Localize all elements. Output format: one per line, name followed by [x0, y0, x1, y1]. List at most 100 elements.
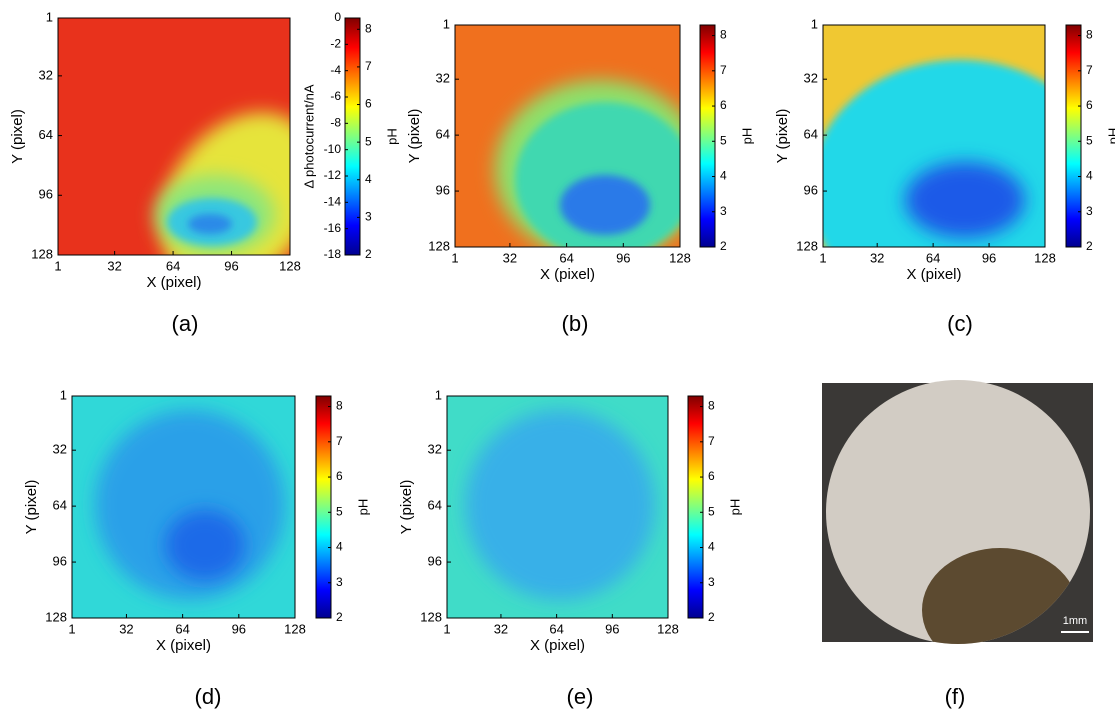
colorbar-tick-label: 6 [336, 469, 343, 483]
colorbar-label: pH [1105, 128, 1115, 145]
x-tick-label: 1 [54, 258, 61, 273]
x-tick-label: 128 [279, 258, 301, 273]
y-tick-label: 128 [420, 609, 442, 624]
x-tick-label: 1 [68, 621, 75, 636]
colorbar-tick-label: 8 [708, 399, 715, 413]
scalebar-label: 1mm [1063, 615, 1087, 627]
colorbar-tick-label: 3 [720, 204, 727, 218]
x-axis-label: X (pixel) [156, 637, 211, 654]
colorbar-tick-label: 6 [720, 98, 727, 112]
y-tick-label: 96 [436, 183, 450, 198]
x-axis-label: X (pixel) [540, 266, 595, 283]
colorbar-tick-label: 4 [720, 169, 727, 183]
colorbar2-tick-label: -16 [324, 221, 342, 235]
plot-frame [446, 395, 669, 619]
colorbar-tick-label: 2 [708, 610, 715, 624]
colorbar-tick-label: 6 [365, 97, 372, 111]
colorbar-tick-label: 3 [365, 210, 372, 224]
y-tick-label: 96 [39, 187, 53, 202]
panel-label: (d) [195, 684, 222, 709]
panel-label: (c) [947, 311, 973, 336]
x-tick-label: 96 [982, 250, 996, 265]
x-tick-label: 32 [503, 250, 517, 265]
colorbar-tick-label: 4 [1086, 169, 1093, 183]
x-tick-label: 64 [549, 621, 563, 636]
y-tick-label: 128 [428, 238, 450, 253]
y-tick-label: 128 [796, 238, 818, 253]
x-tick-label: 64 [175, 621, 189, 636]
colorbar2-tick-label: -18 [324, 247, 342, 261]
panel-label: (f) [945, 684, 966, 709]
y-tick-label: 32 [804, 71, 818, 86]
y-tick-label: 64 [53, 498, 67, 513]
y-axis-label: Y (pixel) [23, 480, 40, 535]
colorbar-tick-label: 5 [708, 504, 715, 518]
x-tick-label: 96 [605, 621, 619, 636]
y-tick-label: 96 [428, 554, 442, 569]
y-tick-label: 64 [428, 498, 442, 513]
colorbar [687, 395, 704, 619]
panel-label: (b) [562, 311, 589, 336]
x-tick-label: 32 [870, 250, 884, 265]
y-tick-label: 1 [811, 16, 818, 31]
x-tick-label: 64 [926, 250, 940, 265]
colorbar2-tick-label: 0 [334, 10, 341, 24]
y-tick-label: 96 [53, 554, 67, 569]
heatmap [823, 25, 1045, 247]
x-axis-label: X (pixel) [146, 274, 201, 291]
colorbar-tick-label: 7 [720, 63, 727, 77]
colorbar2-label: Δ photocurrent/nA [301, 84, 316, 188]
colorbar-tick-label: 7 [708, 434, 715, 448]
photo: 1mm [822, 380, 1093, 644]
plot-frame [57, 17, 291, 256]
y-tick-label: 32 [53, 442, 67, 457]
heatmap [58, 18, 290, 255]
colorbar2-tick-label: -2 [330, 37, 341, 51]
x-tick-label: 96 [616, 250, 630, 265]
colorbar [344, 17, 361, 256]
y-tick-label: 1 [435, 387, 442, 402]
y-tick-label: 32 [428, 442, 442, 457]
colorbar-tick-label: 6 [1086, 98, 1093, 112]
y-tick-label: 1 [60, 387, 67, 402]
colorbar-tick-label: 2 [336, 610, 343, 624]
y-axis-label: Y (pixel) [406, 109, 423, 164]
colorbar2-tick-label: -8 [330, 116, 341, 130]
colorbar-tick-label: 4 [708, 540, 715, 554]
colorbar-tick-label: 8 [336, 399, 343, 413]
x-tick-label: 96 [224, 258, 238, 273]
colorbar [315, 395, 332, 619]
x-tick-label: 128 [657, 621, 679, 636]
x-tick-label: 1 [443, 621, 450, 636]
y-tick-label: 1 [443, 16, 450, 31]
y-tick-label: 64 [436, 127, 450, 142]
colorbar-tick-label: 8 [1086, 28, 1093, 42]
colorbar-label: pH [384, 128, 399, 145]
panel-label: (a) [172, 311, 199, 336]
colorbar2-tick-label: -12 [324, 168, 342, 182]
colorbar-tick-label: 5 [365, 134, 372, 148]
y-tick-label: 32 [436, 71, 450, 86]
y-tick-label: 128 [31, 246, 53, 261]
colorbar2-tick-label: -6 [330, 89, 341, 103]
x-tick-label: 32 [494, 621, 508, 636]
x-tick-label: 128 [669, 250, 691, 265]
colorbar-tick-label: 7 [336, 434, 343, 448]
x-axis-label: X (pixel) [530, 637, 585, 654]
heatmap [72, 396, 295, 618]
heatmap [447, 396, 668, 618]
colorbar-tick-label: 3 [336, 575, 343, 589]
colorbar-tick-label: 5 [336, 504, 343, 518]
x-axis-label: X (pixel) [906, 266, 961, 283]
colorbar-tick-label: 7 [365, 59, 372, 73]
colorbar-tick-label: 3 [708, 575, 715, 589]
colorbar-tick-label: 5 [1086, 133, 1093, 147]
colorbar-tick-label: 2 [1086, 239, 1093, 253]
colorbar-tick-label: 6 [708, 469, 715, 483]
colorbar-tick-label: 7 [1086, 63, 1093, 77]
x-tick-label: 64 [166, 258, 180, 273]
y-axis-label: Y (pixel) [398, 480, 415, 535]
colorbar-tick-label: 8 [720, 28, 727, 42]
x-tick-label: 32 [107, 258, 121, 273]
